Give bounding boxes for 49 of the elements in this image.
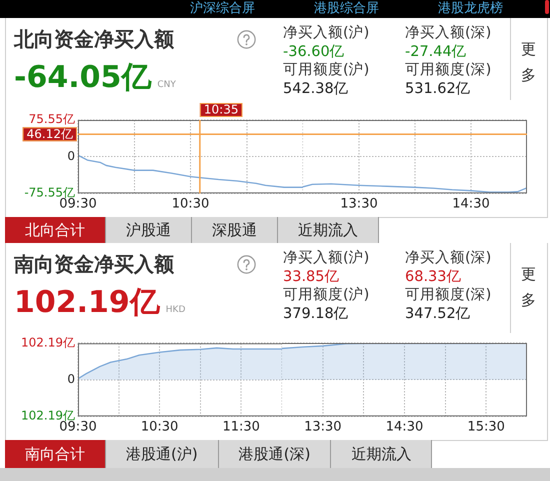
x-tick-label: 13:30 — [304, 420, 342, 435]
x-tick-label: 09:30 — [59, 196, 97, 212]
tab: 近期流入 — [278, 217, 379, 243]
text: 531.62亿 — [405, 80, 471, 98]
tab: 近期流入 — [331, 440, 432, 468]
text: 可用额度(深) — [405, 61, 492, 79]
text: 可用额度(沪) — [283, 61, 370, 79]
y-tick-label: 102.19亿 — [21, 335, 75, 350]
y-tick-label: 75.55亿 — [28, 112, 75, 126]
text: 10:35 — [204, 102, 238, 117]
more-button: 更多 — [510, 243, 545, 333]
text: 可用额度(深) — [405, 286, 492, 304]
x-tick-label: 11:30 — [222, 420, 260, 435]
more-button: 更多 — [510, 18, 545, 100]
tab: 深股通 — [192, 217, 278, 243]
x-tick-label: 10:30 — [172, 196, 210, 212]
text: 33.85亿 — [283, 268, 340, 286]
tab: 沪股通 — [106, 217, 192, 243]
x-tick-label: 13:30 — [340, 196, 378, 212]
text: -36.60亿 — [283, 42, 345, 60]
text: CNY — [157, 80, 176, 90]
text: 沪深综合屏 — [190, 1, 255, 17]
text: 净买入额(深) — [405, 24, 492, 42]
text: 港股综合屏 — [314, 1, 379, 17]
text: 港股龙虎榜 — [438, 1, 503, 17]
y-tick-label: 0 — [67, 372, 75, 386]
x-tick-label: 10:30 — [140, 420, 178, 435]
text: -64.05亿 — [14, 60, 152, 96]
tab: 港股通(深) — [218, 440, 332, 468]
x-tick-label: 15:30 — [467, 420, 505, 435]
tab: 北向合计 — [5, 217, 106, 243]
chart-title: 南向资金净买入额 — [14, 251, 174, 277]
text: 68.33亿 — [405, 268, 462, 286]
y-tick-label: 0 — [67, 148, 75, 163]
text: 净买入额(深) — [405, 249, 492, 267]
tab: 南向合计 — [5, 440, 106, 468]
x-tick-label: 14:30 — [386, 420, 424, 435]
text: 可用额度(沪) — [283, 286, 370, 304]
text: HKD — [166, 305, 186, 315]
chart-title: 北向资金净买入额 — [14, 26, 174, 52]
text: 379.18亿 — [283, 304, 349, 322]
text: -27.44亿 — [405, 42, 467, 60]
text: 347.52亿 — [405, 304, 471, 322]
x-tick-label: 14:30 — [452, 196, 490, 212]
text: 净买入额(沪) — [283, 24, 370, 42]
tab: 港股通(沪) — [106, 440, 219, 468]
text: 净买入额(沪) — [283, 249, 370, 267]
text: 542.38亿 — [283, 80, 349, 98]
ref-line-label: 46.12亿 — [26, 126, 74, 141]
